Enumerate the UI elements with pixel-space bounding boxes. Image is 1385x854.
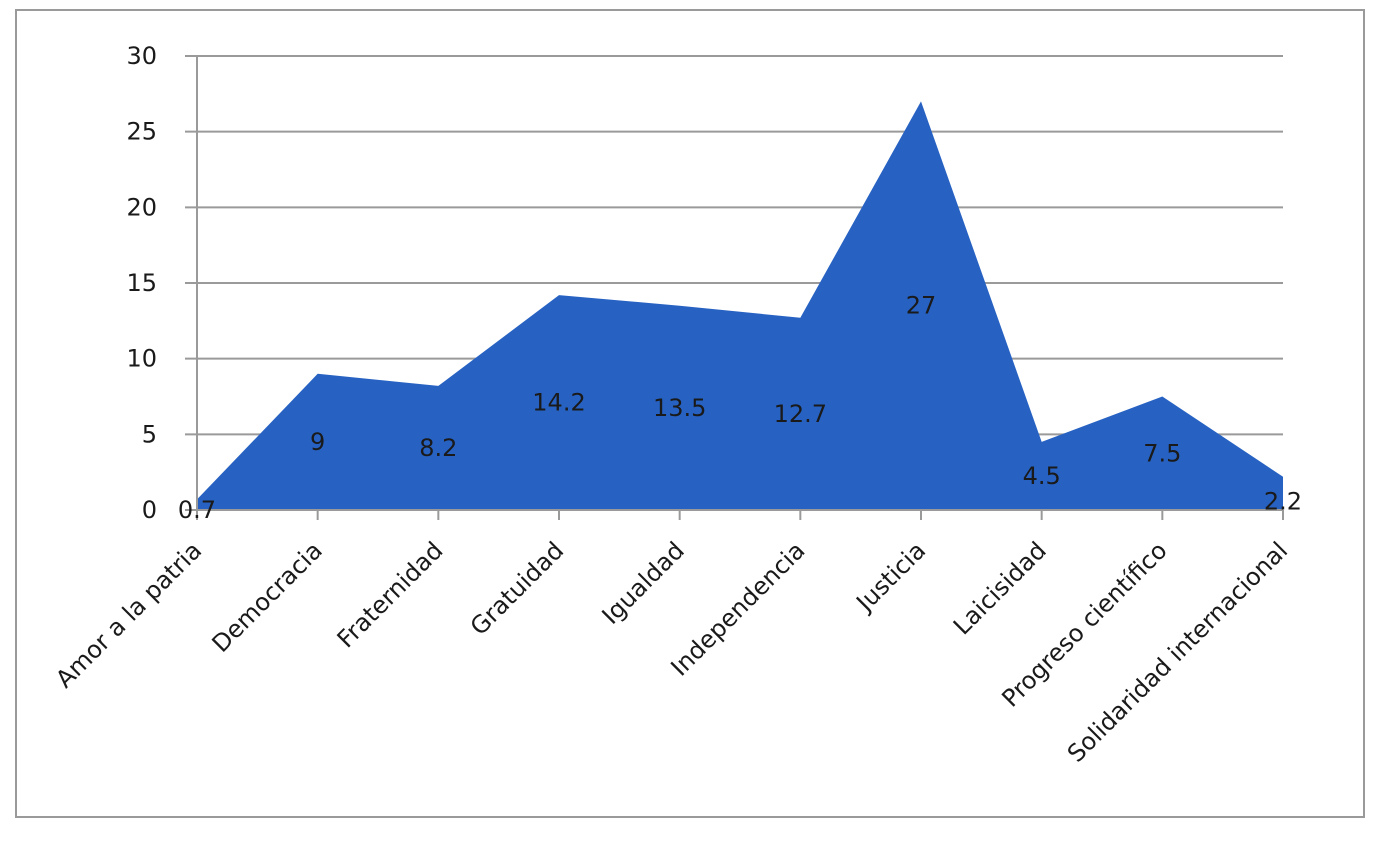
y-tick-label: 15 <box>126 269 157 297</box>
data-label: 14.2 <box>532 389 585 417</box>
y-tick-label: 30 <box>126 42 157 70</box>
data-label: 0.7 <box>178 496 216 524</box>
y-tick-label: 10 <box>126 345 157 373</box>
x-tick-label: Igualdad <box>597 536 690 629</box>
data-label: 4.5 <box>1023 462 1061 490</box>
x-tick-label: Justicia <box>850 536 932 618</box>
data-label: 12.7 <box>774 400 827 428</box>
data-label: 13.5 <box>653 394 706 422</box>
data-label: 2.2 <box>1264 487 1302 515</box>
data-label: 7.5 <box>1143 439 1181 467</box>
data-label: 8.2 <box>419 434 457 462</box>
x-axis-ticks: Amor a la patria Democracia Fraternidad Gra… <box>50 536 1293 767</box>
x-tick-label: Solidaridad internacional <box>1062 536 1293 767</box>
y-tick-label: 20 <box>126 193 157 221</box>
x-tick-label: Democracia <box>207 536 328 657</box>
area-series-fill <box>197 101 1283 511</box>
y-tick-label: 0 <box>142 496 157 524</box>
x-tick-label: Laicisidad <box>948 536 1052 640</box>
data-label: 9 <box>310 428 325 456</box>
y-tick-label: 25 <box>126 118 157 146</box>
y-axis-ticks: 0 5 10 15 20 25 30 <box>126 42 157 524</box>
axes <box>185 56 1284 520</box>
x-tick-label: Amor a la patria <box>50 536 207 693</box>
x-tick-label: Fraternidad <box>332 536 449 653</box>
data-label: 27 <box>906 292 937 320</box>
y-tick-label: 5 <box>142 420 157 448</box>
area-series <box>197 101 1283 511</box>
data-labels: 0.7 9 8.2 14.2 13.5 12.7 27 4.5 7.5 2.2 <box>178 292 1302 524</box>
x-tick-label: Gratuidad <box>465 536 569 640</box>
